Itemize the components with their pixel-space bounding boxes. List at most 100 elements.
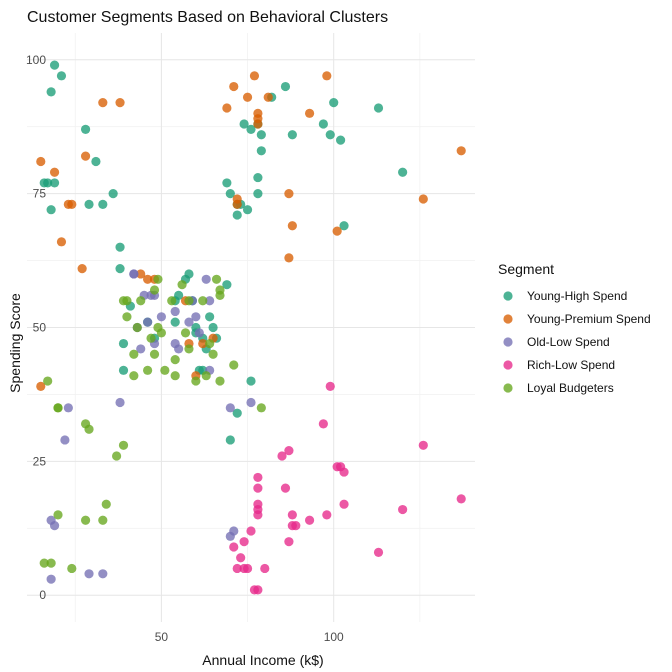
- data-point: [232, 408, 242, 418]
- data-point: [287, 510, 297, 520]
- legend-key: [503, 291, 513, 301]
- data-point: [184, 296, 194, 306]
- data-point: [277, 451, 287, 461]
- data-point: [63, 403, 73, 413]
- data-point: [112, 451, 122, 461]
- data-point: [184, 344, 194, 354]
- legend-label: Loyal Budgeters: [527, 381, 614, 395]
- data-point: [215, 376, 225, 386]
- data-point: [170, 306, 180, 317]
- data-point: [198, 296, 208, 306]
- data-point: [201, 274, 211, 284]
- data-point: [456, 494, 466, 504]
- legend-item: Young-Premium Spend: [503, 312, 651, 326]
- series-rich-low-spend: [229, 381, 466, 595]
- data-point: [239, 537, 249, 547]
- data-point: [304, 108, 315, 118]
- data-point: [115, 242, 125, 252]
- data-point: [46, 558, 56, 568]
- data-point: [256, 403, 266, 413]
- data-point: [153, 274, 163, 284]
- data-point: [167, 296, 177, 306]
- data-point: [287, 221, 297, 231]
- data-point: [132, 322, 142, 333]
- data-point: [256, 146, 266, 156]
- data-point: [84, 569, 94, 579]
- data-point: [53, 510, 63, 520]
- data-point: [215, 285, 225, 295]
- data-point: [304, 515, 315, 525]
- data-point: [456, 146, 466, 156]
- data-point: [329, 98, 339, 108]
- data-point: [287, 130, 297, 140]
- legend-item: Old-Low Spend: [503, 335, 610, 349]
- data-point: [232, 210, 242, 220]
- data-point: [174, 344, 184, 354]
- data-point: [60, 435, 70, 445]
- data-point: [222, 178, 232, 188]
- data-point: [46, 574, 56, 584]
- data-point: [170, 317, 180, 327]
- data-point: [280, 81, 291, 92]
- data-point: [253, 483, 263, 493]
- data-point: [46, 87, 56, 97]
- data-point: [246, 124, 256, 134]
- data-point: [263, 92, 273, 102]
- data-point: [229, 526, 239, 536]
- data-point: [253, 499, 263, 509]
- data-point: [49, 167, 60, 177]
- data-point: [291, 521, 301, 531]
- data-point: [205, 338, 215, 349]
- legend: Segment Young-High Spend Young-Premium Sp…: [498, 261, 651, 395]
- series-young-high-spend: [39, 60, 408, 445]
- data-point: [205, 296, 215, 306]
- data-point: [46, 205, 56, 215]
- data-point: [156, 328, 166, 338]
- x-tick-label: 50: [155, 630, 169, 644]
- data-point: [229, 542, 239, 552]
- data-point: [77, 264, 87, 274]
- data-point: [191, 376, 201, 386]
- legend-key: [503, 360, 513, 370]
- data-point: [253, 472, 263, 483]
- chart-title: Customer Segments Based on Behavioral Cl…: [27, 9, 388, 26]
- data-point: [149, 349, 160, 359]
- data-point: [98, 515, 108, 525]
- data-point: [129, 349, 139, 359]
- data-point: [229, 81, 239, 92]
- data-point: [222, 103, 232, 113]
- data-point: [339, 221, 349, 231]
- data-point: [208, 349, 218, 359]
- data-point: [201, 371, 211, 381]
- legend-item: Young-High Spend: [503, 289, 627, 303]
- legend-label: Young-High Spend: [527, 289, 627, 303]
- x-axis-tick-labels: 50 100: [155, 630, 344, 644]
- data-point: [80, 124, 91, 134]
- data-point: [98, 199, 108, 209]
- data-point: [136, 344, 146, 354]
- data-point: [253, 119, 263, 129]
- data-point: [136, 296, 146, 306]
- data-point: [56, 71, 67, 81]
- data-point: [80, 515, 91, 525]
- data-point: [318, 119, 328, 129]
- data-point: [84, 424, 94, 434]
- data-point: [36, 156, 46, 167]
- data-point: [198, 338, 208, 349]
- data-point: [225, 403, 235, 413]
- data-point: [332, 226, 342, 236]
- data-point: [143, 317, 153, 327]
- data-point: [39, 178, 49, 188]
- y-tick-label: 100: [26, 53, 46, 67]
- series-loyal-budgeters: [39, 274, 266, 574]
- data-point: [177, 280, 187, 290]
- data-point: [253, 189, 263, 199]
- data-point: [49, 178, 60, 188]
- data-point: [143, 365, 153, 375]
- data-point: [146, 333, 156, 343]
- data-point: [174, 290, 184, 300]
- data-point: [246, 397, 256, 408]
- data-point: [256, 130, 266, 140]
- legend-items: Young-High Spend Young-Premium Spend Old-L…: [503, 289, 651, 395]
- data-point: [229, 360, 239, 370]
